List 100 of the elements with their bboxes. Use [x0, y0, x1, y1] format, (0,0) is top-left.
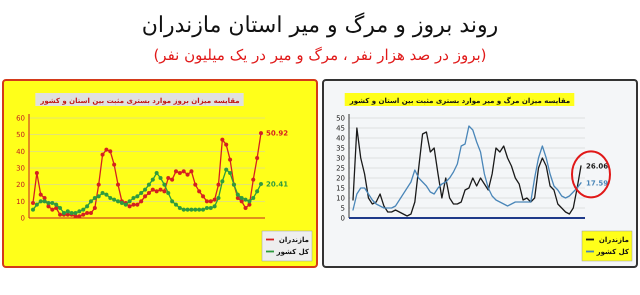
point — [135, 202, 140, 207]
point — [108, 196, 112, 200]
point — [240, 196, 244, 200]
point — [197, 189, 202, 194]
point — [170, 178, 174, 182]
point — [34, 170, 39, 176]
point — [197, 208, 202, 212]
point — [236, 196, 240, 200]
point — [81, 208, 86, 212]
point — [73, 210, 78, 216]
point — [104, 148, 108, 152]
point — [178, 206, 182, 210]
point — [143, 188, 148, 192]
point — [247, 202, 252, 207]
point — [154, 189, 159, 194]
point — [42, 199, 47, 204]
point — [204, 206, 209, 210]
point — [193, 208, 198, 212]
point — [85, 210, 90, 216]
point — [96, 194, 101, 198]
point — [150, 188, 155, 192]
point — [116, 182, 120, 187]
point — [135, 194, 140, 198]
point — [54, 206, 58, 210]
point — [162, 189, 166, 194]
point — [258, 131, 264, 136]
point — [166, 176, 170, 180]
point — [150, 178, 155, 182]
point — [189, 208, 194, 212]
point — [243, 198, 248, 202]
point — [174, 202, 178, 207]
point — [128, 199, 132, 204]
point — [104, 192, 108, 197]
point — [81, 212, 86, 217]
point — [208, 206, 213, 210]
point — [139, 199, 144, 204]
point — [54, 202, 58, 207]
point — [193, 182, 198, 187]
point — [128, 204, 132, 208]
point — [208, 199, 213, 204]
point — [77, 214, 82, 218]
point — [212, 198, 217, 202]
point — [212, 204, 217, 208]
point — [224, 168, 228, 172]
point — [85, 204, 90, 208]
point — [131, 196, 136, 200]
point — [143, 194, 148, 198]
point — [204, 199, 209, 204]
point — [88, 210, 94, 216]
point — [100, 152, 105, 157]
point — [112, 198, 116, 202]
point — [96, 182, 101, 187]
point — [46, 204, 51, 208]
point — [42, 196, 47, 200]
point — [186, 172, 190, 177]
point — [30, 200, 36, 206]
point — [38, 199, 43, 204]
point — [240, 199, 244, 204]
point — [116, 199, 120, 204]
point — [66, 212, 70, 217]
point — [174, 169, 178, 174]
text: (بروز در صد هزار نفر ، مرگ و میر در یک میلیون نفر) — [153, 46, 487, 64]
point — [146, 190, 151, 196]
point — [189, 169, 194, 174]
point — [258, 182, 264, 186]
point — [170, 199, 174, 204]
point — [178, 170, 182, 176]
point — [112, 162, 116, 167]
point — [50, 200, 54, 206]
point — [58, 206, 62, 210]
point — [162, 182, 166, 187]
point — [236, 192, 240, 197]
point — [131, 202, 136, 207]
point — [224, 142, 228, 147]
point — [139, 190, 144, 196]
point — [243, 206, 248, 210]
point — [77, 209, 82, 214]
point — [30, 208, 36, 212]
point — [186, 208, 190, 212]
point — [220, 138, 224, 142]
point — [216, 182, 221, 187]
point — [228, 158, 232, 162]
point — [73, 214, 78, 218]
point — [92, 196, 97, 200]
point — [200, 194, 206, 198]
point — [146, 182, 151, 187]
point — [154, 170, 159, 176]
point — [216, 196, 221, 200]
point — [58, 212, 62, 217]
point — [34, 202, 39, 207]
point — [182, 169, 186, 174]
point — [251, 196, 256, 200]
point — [166, 190, 170, 196]
point — [88, 199, 94, 204]
point — [158, 188, 163, 192]
point — [92, 206, 97, 210]
point — [228, 170, 232, 176]
point — [200, 208, 206, 212]
point — [182, 208, 186, 212]
text: روند بروز و مرگ و میر استان مازندران — [142, 12, 498, 38]
